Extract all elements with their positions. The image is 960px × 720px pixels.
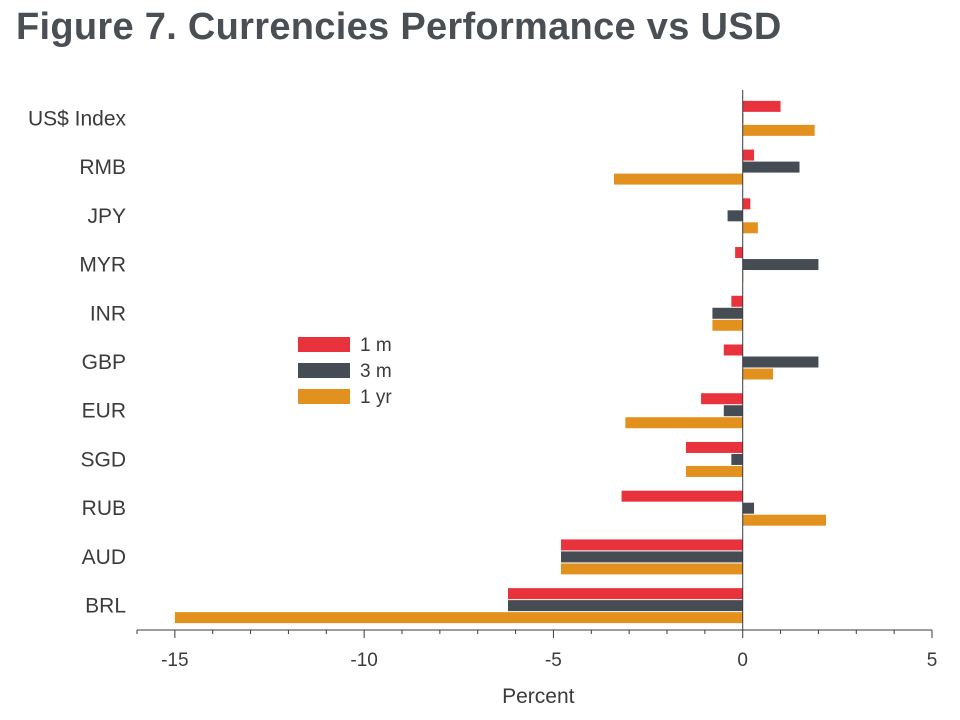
bar-gbp-3m: [742, 356, 819, 368]
bar-rmb-3m: [742, 161, 800, 173]
bar-sgd-3m: [731, 453, 743, 465]
x-tick-label: 0: [737, 650, 748, 671]
bar-rub-1m: [621, 490, 743, 502]
bar-inr-1yr: [712, 319, 743, 331]
bar-jpy-3m: [727, 210, 743, 222]
x-tick-label: -10: [350, 650, 377, 671]
bar-aud-1m: [561, 539, 743, 551]
bar-brl-3m: [508, 600, 743, 612]
category-label: INR: [90, 302, 126, 325]
bar-rub-1yr: [742, 514, 826, 526]
bar-aud-3m: [561, 551, 743, 563]
x-axis-title: Percent: [502, 685, 575, 708]
bar-eur-1m: [701, 393, 743, 405]
bar-rub-3m: [742, 502, 755, 514]
bar-eur-3m: [723, 405, 743, 417]
axes-group: [136, 90, 933, 638]
bar-inr-3m: [712, 307, 743, 319]
bar-sgd-1m: [685, 441, 743, 453]
category-label: BRL: [85, 595, 126, 618]
bar-rmb-1yr: [614, 173, 743, 185]
category-label: RUB: [82, 497, 126, 520]
legend: 1 m 3 m 1 yr: [298, 335, 392, 408]
category-label: RMB: [79, 156, 126, 179]
category-label: EUR: [82, 400, 126, 423]
bar-sgd-1yr: [685, 465, 743, 477]
category-label: JPY: [87, 205, 126, 228]
chart-title: Figure 7. Currencies Performance vs USD: [16, 6, 782, 48]
bars-group: [174, 100, 826, 624]
legend-label: 1 m: [360, 335, 392, 356]
x-tick-label: -5: [545, 650, 562, 671]
category-label: GBP: [82, 351, 126, 374]
category-label: AUD: [82, 546, 126, 569]
legend-swatch: [298, 337, 350, 352]
bar-eur-1yr: [625, 417, 743, 429]
legend-swatch: [298, 389, 350, 404]
bar-brl-1m: [508, 588, 743, 600]
bar-myr-3m: [742, 259, 819, 271]
bar-gbp-1m: [723, 344, 743, 356]
legend-swatch: [298, 363, 350, 378]
bar-jpy-1yr: [742, 222, 758, 234]
category-label: US$ Index: [28, 107, 127, 130]
bar-gbp-1yr: [742, 368, 773, 380]
bar-us-index-1yr: [742, 124, 815, 136]
legend-label: 1 yr: [360, 387, 392, 408]
bar-rmb-1m: [742, 149, 755, 161]
bar-aud-1yr: [561, 563, 743, 575]
x-tick-label: -15: [161, 650, 188, 671]
x-tick-label: 5: [927, 650, 938, 671]
bar-us-index-1m: [742, 100, 781, 112]
category-label: MYR: [79, 254, 126, 277]
bar-jpy-1m: [742, 198, 751, 210]
bar-brl-1yr: [174, 612, 743, 624]
legend-label: 3 m: [360, 361, 392, 382]
bar-inr-1m: [731, 295, 743, 307]
labels-group: US$ Index RMB JPY MYR INR GBP EUR SGD RUB AUD BRL -…: [28, 107, 937, 708]
bar-myr-1m: [735, 247, 743, 259]
category-label: SGD: [80, 448, 126, 471]
